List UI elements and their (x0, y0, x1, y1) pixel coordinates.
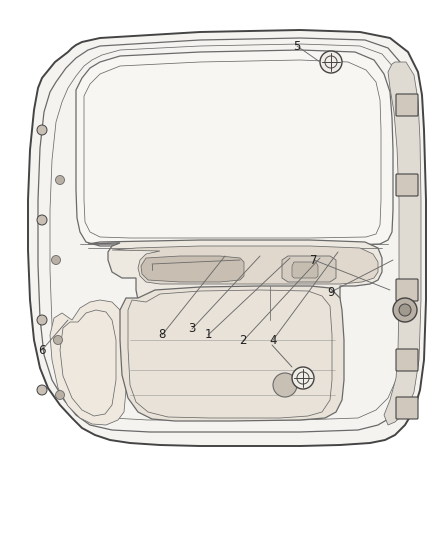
Polygon shape (50, 300, 126, 425)
FancyBboxPatch shape (396, 174, 418, 196)
Text: 7: 7 (310, 254, 318, 266)
Text: 4: 4 (269, 334, 277, 346)
Circle shape (52, 255, 60, 264)
Text: 9: 9 (327, 286, 335, 298)
Polygon shape (384, 62, 421, 425)
Text: 6: 6 (38, 343, 46, 357)
Text: 1: 1 (204, 328, 212, 342)
Circle shape (273, 373, 297, 397)
Circle shape (56, 175, 64, 184)
Circle shape (292, 367, 314, 389)
Text: 2: 2 (239, 335, 247, 348)
Polygon shape (282, 256, 336, 282)
Polygon shape (88, 240, 382, 318)
FancyBboxPatch shape (396, 279, 418, 301)
Circle shape (37, 215, 47, 225)
Polygon shape (28, 30, 426, 446)
Polygon shape (76, 50, 393, 246)
Polygon shape (112, 246, 378, 284)
FancyBboxPatch shape (396, 397, 418, 419)
Polygon shape (120, 286, 344, 421)
FancyBboxPatch shape (396, 94, 418, 116)
Text: 5: 5 (293, 39, 301, 52)
Circle shape (53, 335, 63, 344)
FancyBboxPatch shape (396, 349, 418, 371)
Circle shape (399, 304, 411, 316)
Polygon shape (141, 256, 244, 282)
Circle shape (393, 298, 417, 322)
Circle shape (320, 51, 342, 73)
Polygon shape (292, 262, 318, 278)
Text: 8: 8 (158, 328, 166, 342)
Circle shape (56, 391, 64, 400)
Circle shape (37, 125, 47, 135)
Circle shape (37, 385, 47, 395)
Circle shape (37, 315, 47, 325)
Text: 3: 3 (188, 322, 196, 335)
